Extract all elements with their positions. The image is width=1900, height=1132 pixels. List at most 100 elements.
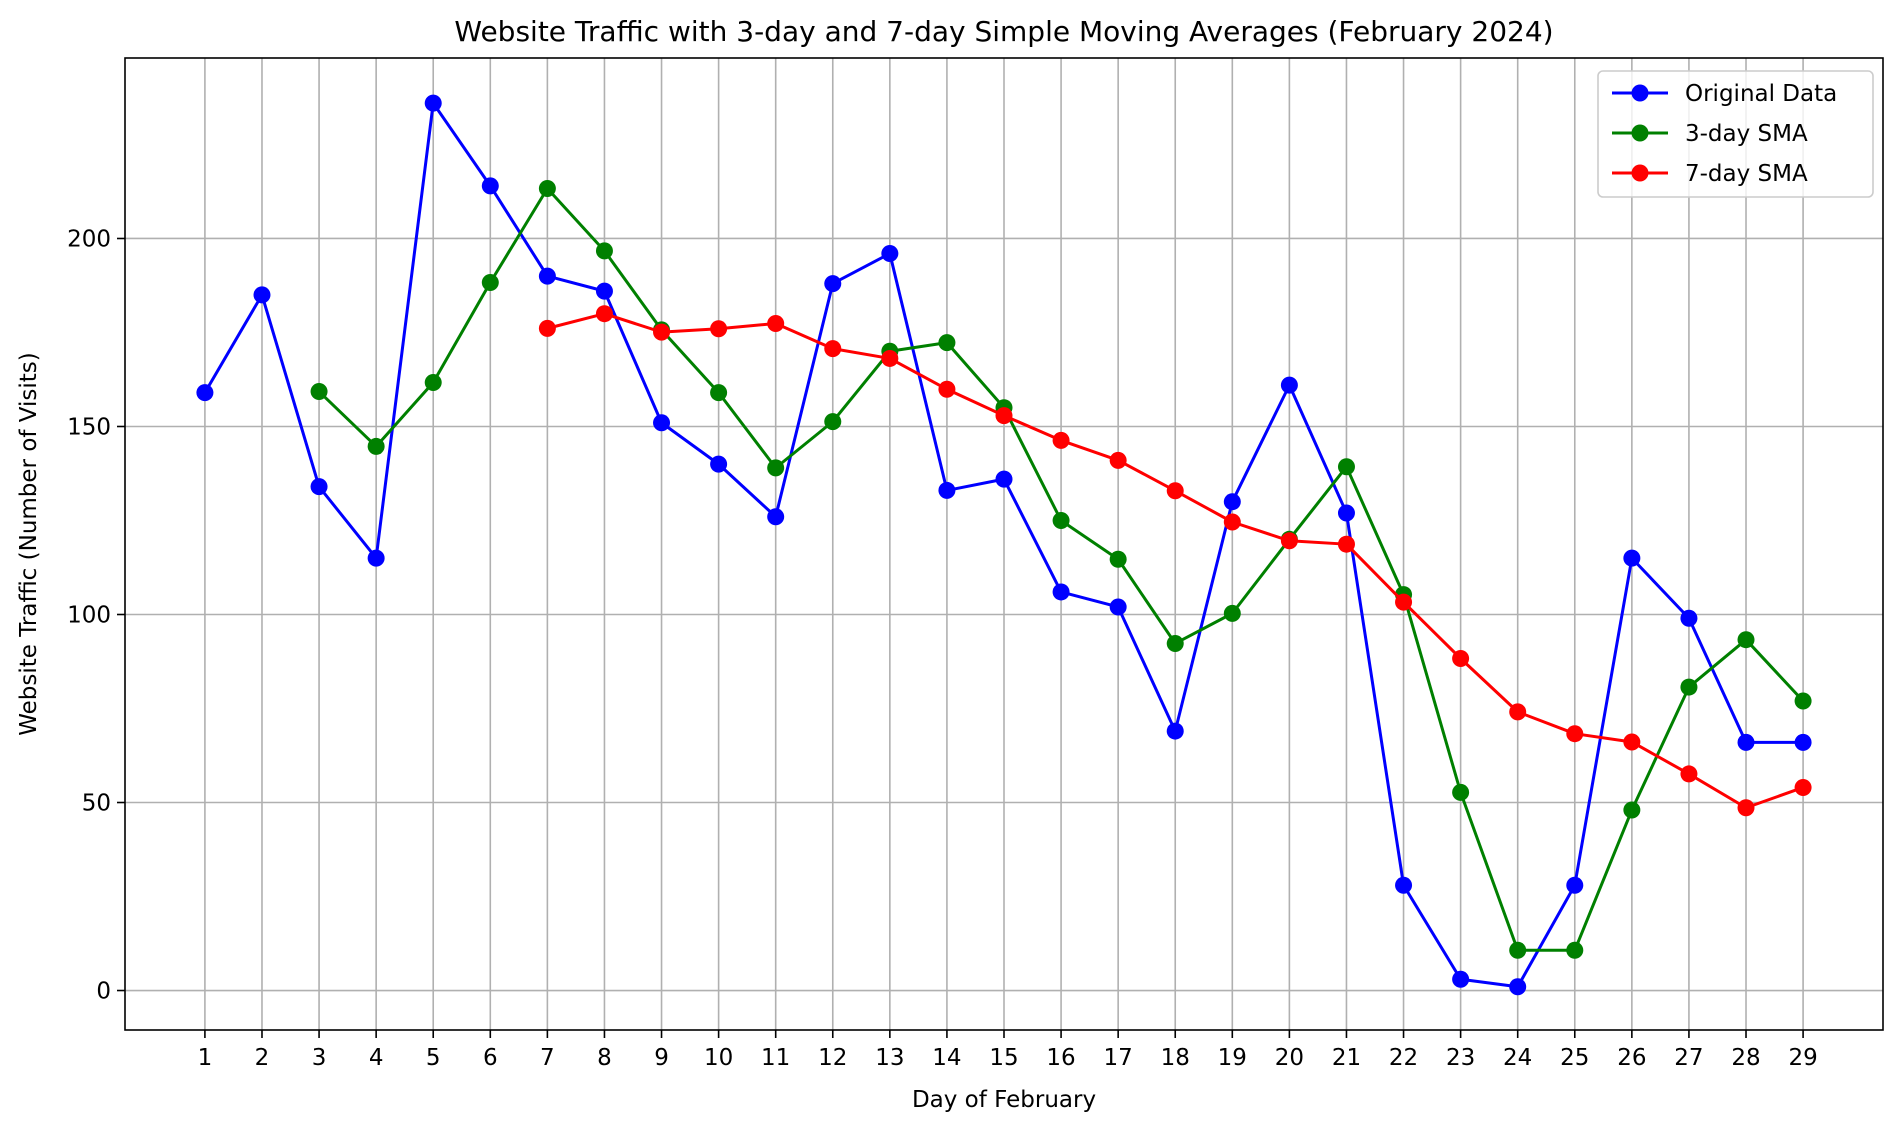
series-1 (196, 94, 1812, 996)
x-tick-label: 10 (704, 1045, 733, 1071)
data-point (367, 437, 385, 455)
x-tick-label: 18 (1161, 1045, 1190, 1071)
x-tick-label: 2 (255, 1045, 270, 1071)
data-point (481, 273, 499, 291)
data-point (1052, 583, 1070, 601)
series-3 (538, 305, 1812, 817)
y-tick-label: 50 (82, 791, 111, 817)
x-tick-label: 19 (1218, 1045, 1247, 1071)
data-point (710, 320, 728, 338)
data-point (1623, 733, 1641, 751)
data-point (595, 305, 613, 323)
x-tick-label: 6 (483, 1045, 498, 1071)
data-point (1223, 604, 1241, 622)
legend-swatch-marker (1631, 164, 1649, 182)
data-point (767, 459, 785, 477)
x-tick-label: 23 (1446, 1045, 1475, 1071)
data-point (1280, 532, 1298, 550)
data-point (938, 380, 956, 398)
data-point (938, 481, 956, 499)
x-tick-label: 14 (932, 1045, 961, 1071)
data-point (653, 323, 671, 341)
x-tick-label: 3 (312, 1045, 327, 1071)
x-axis-title: Day of February (912, 1087, 1096, 1113)
x-tick-label: 21 (1332, 1045, 1361, 1071)
data-point (1680, 609, 1698, 627)
x-tick-label: 1 (198, 1045, 213, 1071)
legend-item: Original Data (1612, 81, 1837, 107)
legend-item: 3-day SMA (1612, 121, 1808, 147)
data-point (1395, 593, 1413, 611)
data-point (1566, 725, 1584, 743)
x-tick-label: 12 (818, 1045, 847, 1071)
x-tick-label: 8 (597, 1045, 612, 1071)
data-point (824, 275, 842, 293)
data-point (1223, 513, 1241, 531)
data-point (1223, 493, 1241, 511)
data-point (881, 245, 899, 263)
x-tick-label: 5 (426, 1045, 441, 1071)
data-point (1166, 482, 1184, 500)
data-point (1566, 941, 1584, 959)
data-point (424, 374, 442, 391)
data-point (538, 267, 556, 285)
y-tick-label: 0 (96, 979, 111, 1005)
x-tick-label: 7 (540, 1045, 555, 1071)
data-point (767, 314, 785, 332)
x-tick-label: 27 (1674, 1045, 1703, 1071)
data-point (1109, 598, 1127, 616)
data-point (938, 334, 956, 352)
data-point (1337, 535, 1355, 553)
data-point (1737, 631, 1755, 649)
data-point (1566, 876, 1584, 894)
x-tick-label: 16 (1046, 1045, 1075, 1071)
data-point (824, 413, 842, 431)
data-point (1623, 549, 1641, 567)
legend-label: 3-day SMA (1685, 121, 1808, 147)
data-point (1509, 978, 1527, 996)
data-point (310, 478, 328, 496)
data-point (367, 549, 385, 567)
data-point (1680, 765, 1698, 783)
x-tick-label: 15 (989, 1045, 1018, 1071)
data-point (1337, 504, 1355, 522)
data-point (710, 384, 728, 402)
data-point (881, 349, 899, 367)
data-point (653, 414, 671, 432)
data-point (595, 282, 613, 300)
x-tick-label: 25 (1560, 1045, 1589, 1071)
y-tick-label: 200 (67, 226, 111, 252)
legend-label: 7-day SMA (1685, 161, 1808, 187)
data-point (1109, 550, 1127, 568)
data-point (1052, 431, 1070, 449)
data-point (538, 179, 556, 197)
chart-title: Website Traffic with 3-day and 7-day Sim… (454, 15, 1553, 48)
data-point (1109, 451, 1127, 469)
data-point (824, 340, 842, 358)
data-point (1452, 650, 1470, 667)
data-point (1166, 634, 1184, 652)
y-tick-label: 100 (67, 603, 111, 629)
data-point (1452, 970, 1470, 988)
data-point (481, 177, 499, 195)
x-tick-label: 13 (875, 1045, 904, 1071)
grid (125, 58, 1883, 1030)
ticks: 1 2 3 4 5 6 7 8 9 10 11 12 13 14 15 16 17 18 19 20 21 22 23 24 2… (67, 226, 1818, 1071)
data-point (1794, 692, 1812, 710)
legend-label: Original Data (1685, 81, 1837, 107)
data-point (538, 319, 556, 337)
data-point (253, 286, 271, 304)
data-point (767, 508, 785, 526)
x-tick-label: 4 (369, 1045, 384, 1071)
data-point (995, 470, 1013, 488)
data-point (1395, 876, 1413, 894)
x-tick-label: 17 (1104, 1045, 1133, 1071)
x-tick-label: 9 (654, 1045, 669, 1071)
x-tick-label: 26 (1617, 1045, 1646, 1071)
y-tick-label: 150 (67, 414, 111, 440)
data-point (310, 383, 328, 401)
legend-box (1597, 70, 1874, 198)
data-point (1280, 376, 1298, 394)
data-point (1052, 512, 1070, 529)
